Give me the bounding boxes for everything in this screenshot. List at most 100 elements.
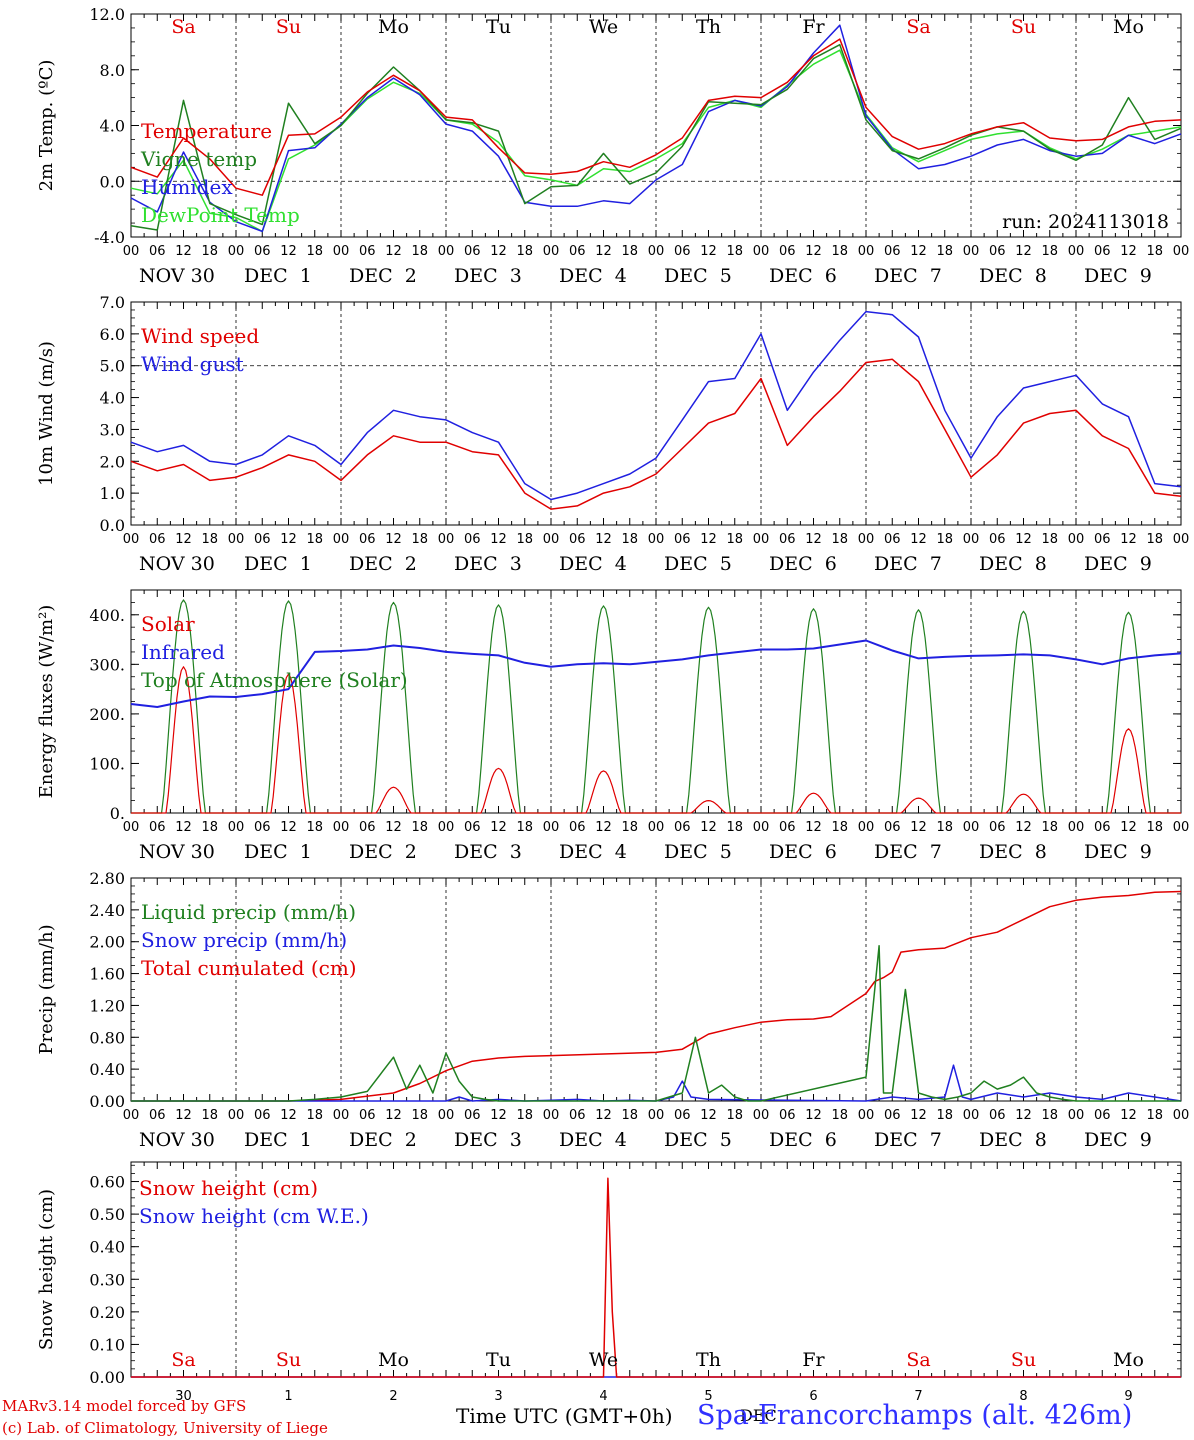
date-label: DEC 2 [349, 1129, 417, 1151]
hour-tick-label: 18 [621, 244, 638, 259]
hour-tick-label: 00 [963, 820, 980, 835]
hour-tick-label: 06 [149, 1108, 166, 1123]
weekday-label: Tu [486, 1349, 511, 1371]
hour-tick-label: 06 [1094, 820, 1111, 835]
hour-tick-label: 06 [674, 244, 691, 259]
meteogram: -4.00.04.08.012.02m Temp. (ºC)00 06 12 18 00… [36, 5, 1190, 1400]
hour-tick-label: 06 [674, 820, 691, 835]
hour-tick-label: 00 [1068, 532, 1085, 547]
hour-tick-label: 00 [858, 244, 875, 259]
date-label: NOV 30 [139, 1129, 215, 1151]
hour-tick-label: 00 [963, 532, 980, 547]
legend-entry: Humidex [141, 175, 233, 199]
hour-tick-label: 06 [674, 532, 691, 547]
hour-tick-label: 00 [1173, 1108, 1190, 1123]
hour-tick-label: 12 [1015, 1108, 1032, 1123]
hour-tick-label: 00 [753, 532, 770, 547]
hour-tick-label: 18 [306, 1108, 323, 1123]
y-tick-label: 200. [89, 705, 125, 724]
y-tick-label: 0.80 [89, 1028, 125, 1047]
hour-tick-label: 12 [595, 1108, 612, 1123]
hour-tick-label: 12 [805, 244, 822, 259]
hour-tick-label: 12 [1120, 1108, 1137, 1123]
hour-tick-label: 18 [411, 820, 428, 835]
hour-tick-label: 06 [989, 244, 1006, 259]
hour-tick-label: 18 [201, 1108, 218, 1123]
legend-entry: Snow height (cm) [139, 1176, 318, 1200]
legend-entry: Snow precip (mm/h) [141, 928, 347, 952]
hour-tick-label: 12 [805, 1108, 822, 1123]
hour-tick-label: 18 [726, 1108, 743, 1123]
hour-tick-label: 00 [858, 532, 875, 547]
hour-tick-label: 00 [123, 244, 140, 259]
hour-tick-label: 06 [254, 820, 271, 835]
date-label: DEC 4 [559, 841, 627, 863]
date-label: DEC 6 [769, 265, 837, 287]
hour-tick-label: 12 [490, 820, 507, 835]
weekday-label: Th [696, 16, 721, 38]
hour-tick-label: 18 [831, 1108, 848, 1123]
hour-tick-label: 00 [1173, 244, 1190, 259]
hour-tick-label: 12 [700, 532, 717, 547]
hour-tick-label: 12 [805, 820, 822, 835]
hour-tick-label: 18 [516, 820, 533, 835]
y-tick-label: 0.40 [89, 1238, 125, 1257]
hour-tick-label: 00 [648, 820, 665, 835]
panel-frame [130, 589, 1182, 814]
hour-tick-label: 12 [175, 532, 192, 547]
hour-tick-label: 18 [1146, 532, 1163, 547]
hour-tick-label: 18 [516, 532, 533, 547]
hour-tick-label: 18 [306, 532, 323, 547]
date-label: DEC 3 [454, 553, 522, 575]
hour-tick-label: 18 [621, 1108, 638, 1123]
weekday-label: Mo [378, 1349, 409, 1371]
hour-tick-label: 06 [884, 532, 901, 547]
date-label: DEC 9 [1084, 265, 1152, 287]
day-number-label: 7 [914, 1389, 922, 1400]
hour-tick-label: 12 [1015, 820, 1032, 835]
legend-entry: Vigne temp [140, 147, 257, 171]
date-label: DEC 1 [244, 553, 312, 575]
hour-tick-label: 00 [333, 820, 350, 835]
hour-tick-label: 00 [228, 244, 245, 259]
hour-tick-label: 12 [490, 1108, 507, 1123]
date-label: DEC 3 [454, 841, 522, 863]
hour-tick-label: 12 [280, 1108, 297, 1123]
y-tick-label: 2.00 [89, 933, 125, 952]
hour-tick-label: 12 [280, 820, 297, 835]
y-axis-title: 2m Temp. (ºC) [36, 60, 57, 192]
date-label: DEC 7 [874, 841, 942, 863]
series-wind-gust [130, 310, 1182, 501]
y-tick-label: 0.0 [100, 516, 125, 535]
hour-tick-label: 00 [438, 532, 455, 547]
date-label: DEC 8 [979, 553, 1047, 575]
hour-tick-label: 00 [333, 1108, 350, 1123]
weekday-label: Mo [1113, 16, 1144, 38]
date-label: DEC 6 [769, 553, 837, 575]
hour-tick-label: 00 [438, 1108, 455, 1123]
hour-tick-label: 18 [831, 820, 848, 835]
hour-tick-label: 12 [1120, 244, 1137, 259]
series-liquid-precip-mm-h [131, 944, 1181, 1102]
hour-tick-label: 18 [726, 820, 743, 835]
hour-tick-label: 06 [464, 532, 481, 547]
y-tick-label: 0.20 [89, 1303, 125, 1322]
hour-tick-label: 06 [884, 244, 901, 259]
hour-tick-label: 18 [201, 532, 218, 547]
hour-tick-label: 06 [884, 820, 901, 835]
day-number-label: 8 [1019, 1389, 1027, 1400]
hour-tick-label: 00 [648, 532, 665, 547]
hour-tick-label: 12 [910, 1108, 927, 1123]
date-label: NOV 30 [139, 265, 215, 287]
hour-tick-label: 06 [569, 820, 586, 835]
hour-tick-label: 00 [753, 244, 770, 259]
hour-tick-label: 12 [595, 244, 612, 259]
date-label: DEC 2 [349, 841, 417, 863]
hour-tick-label: 12 [1015, 244, 1032, 259]
hour-tick-label: 12 [910, 820, 927, 835]
date-label: DEC 8 [979, 841, 1047, 863]
hour-tick-label: 06 [674, 1108, 691, 1123]
hour-tick-label: 18 [936, 820, 953, 835]
y-tick-label: 0.10 [89, 1335, 125, 1354]
hour-tick-label: 00 [1068, 244, 1085, 259]
